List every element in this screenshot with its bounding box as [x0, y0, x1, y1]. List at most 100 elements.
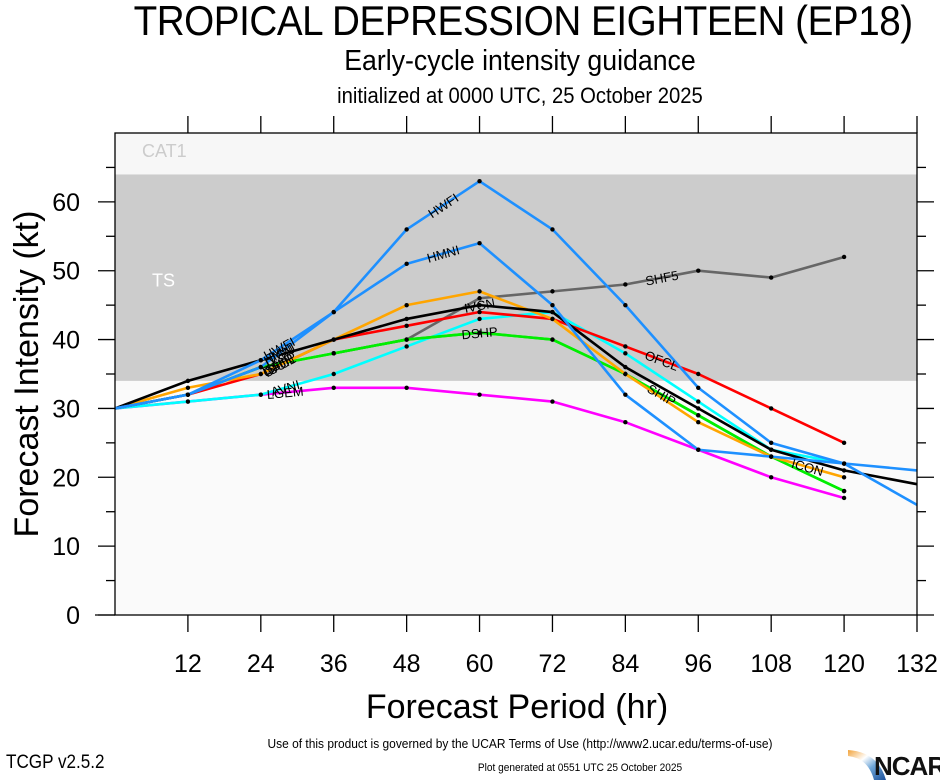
data-point-ship	[696, 413, 701, 418]
y-tick-label: 0	[66, 602, 80, 630]
data-point-hwfi	[331, 309, 336, 315]
data-point-hmni	[550, 302, 555, 308]
data-point-hmni	[696, 447, 701, 452]
band-label-cat1: CAT1	[142, 141, 187, 161]
data-point-ivcn	[550, 309, 555, 315]
y-tick-label: 10	[52, 533, 80, 561]
data-point-ivcn	[331, 337, 336, 342]
data-point-shf5	[768, 275, 774, 280]
data-point-shf5	[623, 282, 628, 287]
x-tick-label: 24	[247, 650, 275, 678]
x-tick-label: 72	[539, 650, 567, 678]
data-point-ship	[404, 337, 409, 342]
series-label-lgem: LGEM	[266, 384, 304, 402]
x-axis-label: Forecast Period (hr)	[366, 688, 668, 726]
series-ivcn	[114, 302, 918, 486]
band-cat1	[115, 133, 917, 175]
data-point-hwfi	[841, 461, 847, 466]
series-label-ivcn: IVCN	[463, 295, 496, 316]
band-ts	[115, 174, 917, 381]
data-point-hwfi	[768, 440, 774, 446]
data-point-lgem	[477, 392, 482, 397]
x-tick-label: 60	[466, 650, 494, 678]
ncar-logo: NCAR	[848, 748, 940, 781]
data-point-ship	[550, 337, 555, 342]
data-point-ship	[331, 351, 336, 356]
data-point-avni	[623, 351, 628, 356]
data-point-icon	[841, 475, 847, 480]
data-point-hwfi	[550, 227, 555, 232]
ncar-swoosh-icon	[848, 750, 886, 780]
data-point-ivcn	[185, 378, 191, 384]
data-point-icon	[258, 371, 264, 377]
x-tick-label: 108	[750, 650, 792, 678]
data-point-ofcl	[768, 406, 774, 411]
band-td	[115, 380, 917, 615]
data-point-hwfi	[404, 227, 409, 232]
y-tick-label: 40	[52, 327, 80, 355]
terms-of-use-text: Use of this product is governed by the U…	[267, 736, 773, 751]
series-hwfi	[114, 179, 918, 506]
data-point-ofcl	[404, 323, 409, 328]
data-point-hmni	[477, 240, 482, 246]
data-point-shf5	[477, 296, 482, 301]
y-tick-label: 20	[52, 464, 80, 492]
series-line-hmni	[114, 241, 918, 472]
data-point-icon	[185, 385, 191, 390]
series-label-dshp: DSHP	[461, 324, 498, 342]
data-point-avni	[477, 316, 482, 322]
data-point-icon	[550, 316, 555, 322]
data-point-ship	[477, 330, 482, 335]
data-point-icon	[696, 420, 701, 425]
data-point-avni	[404, 344, 409, 349]
data-point-ship	[841, 488, 847, 494]
y-tick-label: 30	[52, 395, 80, 423]
y-tick-label: 50	[52, 258, 80, 286]
data-point-icon	[623, 371, 628, 377]
intensity-bands: TS CAT1	[115, 133, 917, 615]
chart-title: TROPICAL DEPRESSION EIGHTEEN (EP18)	[133, 0, 914, 44]
y-tick-label: 60	[52, 189, 80, 217]
x-tick-label: 96	[684, 650, 712, 678]
series-line-hwfi	[114, 179, 918, 506]
data-point-lgem	[623, 420, 628, 425]
data-point-lgem	[550, 399, 555, 404]
series-label-shf5: SHF5	[644, 268, 679, 289]
init-time-label: initialized at 0000 UTC, 25 October 2025	[337, 83, 703, 108]
data-point-ofcl	[623, 344, 628, 349]
data-point-avni	[696, 399, 701, 404]
band-label-ts: TS	[152, 270, 175, 290]
data-point-ivcn	[404, 316, 409, 322]
ncar-logo-text: NCAR	[874, 751, 940, 781]
data-point-avni	[331, 371, 336, 377]
data-point-ofcl	[841, 440, 847, 446]
data-point-avni	[258, 392, 264, 397]
data-point-hmni	[768, 454, 774, 459]
x-tick-label: 36	[320, 650, 348, 678]
data-point-hwfi	[623, 302, 628, 308]
series-line-shf5	[333, 255, 845, 355]
axes: 12 24 36 48 60 72 84 96 108 120 132 0 10 20 30 40 50 60	[52, 116, 938, 678]
data-point-shf5	[696, 268, 701, 273]
data-point-shf5	[841, 254, 847, 260]
data-point-ivcn	[623, 364, 628, 370]
generated-timestamp: Plot generated at 0551 UTC 25 October 20…	[477, 762, 683, 774]
data-point-hmni	[404, 261, 409, 267]
data-point-hwfi	[258, 358, 264, 363]
data-point-ivcn	[841, 468, 847, 473]
series-lines	[114, 179, 918, 506]
data-point-hwfi	[185, 392, 191, 397]
data-point-hmni	[258, 364, 264, 370]
x-tick-label: 48	[393, 650, 421, 678]
x-tick-label: 12	[174, 650, 202, 678]
data-point-ivcn	[768, 447, 774, 452]
data-point-icon	[404, 302, 409, 308]
chart-subtitle: Early-cycle intensity guidance	[344, 45, 696, 77]
y-axis-label: Forecast Intensity (kt)	[8, 211, 46, 538]
series-line-ivcn	[114, 303, 918, 486]
data-point-icon	[477, 289, 482, 294]
data-point-ivcn	[477, 302, 482, 308]
data-point-shf5	[550, 289, 555, 294]
data-point-avni	[185, 399, 191, 404]
